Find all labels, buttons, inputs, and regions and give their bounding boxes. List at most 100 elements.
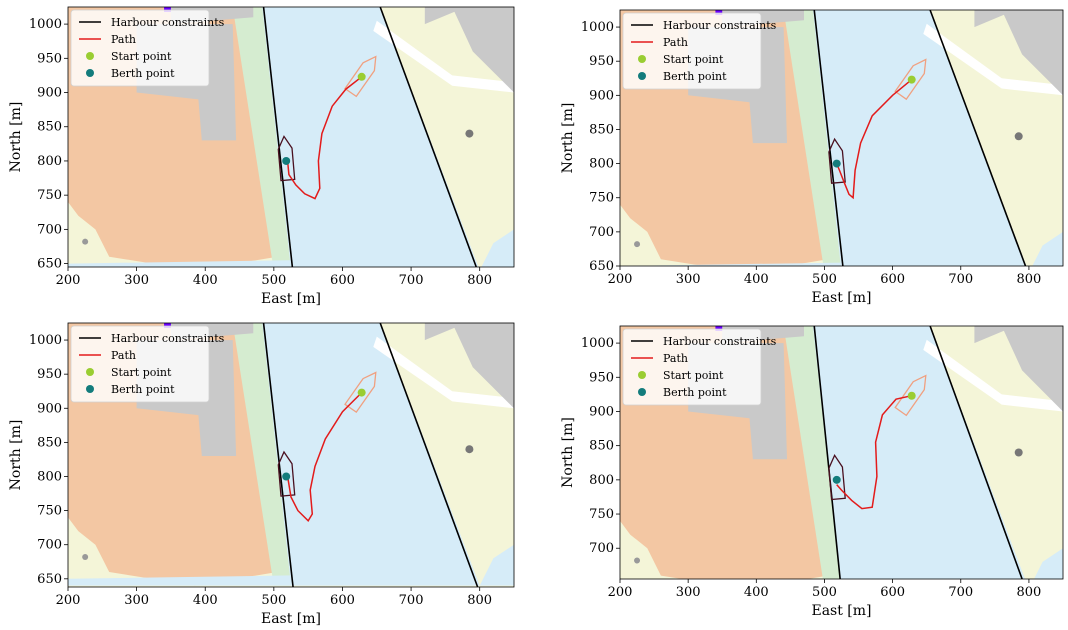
legend-swatch-start bbox=[86, 368, 94, 376]
legend-label-berth: Berth point bbox=[663, 386, 727, 399]
harbour-constraint-line-1 bbox=[262, 323, 294, 587]
chart-panel-1: 200 300 400 500 600 700 800 650 700 750 800 850 900 9… bbox=[8, 6, 515, 307]
legend-label-start: Start point bbox=[663, 369, 724, 382]
y-tick-label: 900 bbox=[37, 401, 62, 416]
legend-label-harbour: Harbour constraints bbox=[111, 16, 225, 29]
vessel-start-outline bbox=[894, 58, 927, 101]
berth-point-marker bbox=[282, 472, 291, 481]
y-tick-label: 750 bbox=[37, 504, 62, 519]
road-east bbox=[923, 339, 1063, 412]
legend-box bbox=[70, 9, 210, 87]
x-tick-label: 700 bbox=[399, 593, 424, 608]
x-tick-label: 700 bbox=[948, 272, 973, 287]
y-axis-label: North [m] bbox=[560, 417, 576, 488]
legend-swatch-berth bbox=[638, 388, 646, 396]
legend-swatch-start bbox=[638, 371, 646, 379]
harbour-constraint-line-1 bbox=[813, 10, 844, 266]
x-tick-label: 800 bbox=[1017, 272, 1042, 287]
mooring-dot bbox=[634, 241, 641, 248]
path-line bbox=[286, 76, 363, 200]
y-tick-label: 750 bbox=[589, 507, 614, 522]
marker-top bbox=[164, 323, 171, 328]
legend-swatch-start bbox=[86, 52, 94, 60]
x-tick-label: 600 bbox=[880, 585, 905, 600]
x-tick-label: 400 bbox=[744, 585, 769, 600]
y-tick-label: 800 bbox=[37, 469, 62, 484]
y-tick-label: 850 bbox=[589, 439, 614, 454]
legend-label-harbour: Harbour constraints bbox=[663, 335, 777, 348]
y-tick-label: 900 bbox=[589, 88, 614, 103]
legend-label-path: Path bbox=[111, 349, 136, 362]
building-east-small bbox=[424, 7, 466, 25]
berth-point-marker bbox=[832, 159, 841, 168]
road-east bbox=[923, 23, 1063, 96]
map-background bbox=[68, 7, 514, 267]
road-east bbox=[373, 20, 514, 93]
road-east bbox=[373, 336, 514, 409]
x-tick-label: 200 bbox=[608, 585, 633, 600]
legend-label-path: Path bbox=[663, 352, 688, 365]
boat-east bbox=[465, 445, 474, 454]
y-tick-label: 700 bbox=[37, 222, 62, 237]
legend-box bbox=[622, 12, 762, 90]
green-strip bbox=[783, 326, 842, 579]
building-east bbox=[452, 323, 514, 409]
x-tick-label: 600 bbox=[880, 272, 905, 287]
y-tick-label: 1000 bbox=[581, 20, 614, 35]
legend-label-berth: Berth point bbox=[111, 67, 175, 80]
legend-swatch-start bbox=[638, 55, 646, 63]
vessel-start-outline bbox=[894, 374, 927, 417]
water-south bbox=[620, 579, 842, 589]
y-tick-label: 900 bbox=[37, 86, 62, 101]
x-tick-label: 400 bbox=[744, 272, 769, 287]
y-tick-label: 850 bbox=[589, 122, 614, 137]
path-line bbox=[836, 394, 912, 510]
building-east bbox=[452, 7, 514, 93]
vessel-start-outline bbox=[344, 55, 377, 98]
y-tick-label: 700 bbox=[589, 225, 614, 240]
mooring-dot bbox=[634, 557, 641, 564]
harbour-constraint-line-2 bbox=[929, 10, 1027, 266]
axes-frame bbox=[67, 6, 515, 268]
y-axis-label: North [m] bbox=[8, 420, 24, 491]
water-east bbox=[481, 229, 514, 267]
y-tick-label: 950 bbox=[37, 51, 62, 66]
y-tick-label: 700 bbox=[589, 541, 614, 556]
vessel-berth-outline bbox=[828, 453, 846, 501]
y-tick-label: 800 bbox=[37, 154, 62, 169]
x-tick-label: 300 bbox=[676, 272, 701, 287]
y-tick-label: 1000 bbox=[29, 17, 62, 32]
water-east bbox=[479, 544, 514, 586]
berth-point-marker bbox=[832, 475, 841, 484]
x-tick-label: 800 bbox=[467, 593, 492, 608]
chart-panel-4: 200 300 400 500 600 700 800 700 750 800 850 900 950 1… bbox=[560, 325, 1064, 619]
water-south bbox=[620, 262, 842, 266]
x-tick-label: 200 bbox=[56, 273, 81, 288]
x-tick-label: 500 bbox=[261, 273, 286, 288]
y-axis-label: North [m] bbox=[560, 103, 576, 174]
y-tick-label: 750 bbox=[37, 188, 62, 203]
legend-label-harbour: Harbour constraints bbox=[111, 332, 225, 345]
y-tick-label: 800 bbox=[589, 157, 614, 172]
x-tick-label: 700 bbox=[399, 273, 424, 288]
green-strip bbox=[783, 10, 843, 266]
y-tick-label: 650 bbox=[589, 259, 614, 274]
legend-label-berth: Berth point bbox=[111, 383, 175, 396]
boat-east bbox=[465, 129, 474, 138]
x-axis-label: East [m] bbox=[261, 291, 321, 307]
axes-frame bbox=[619, 9, 1064, 267]
x-tick-label: 400 bbox=[193, 273, 218, 288]
y-tick-label: 850 bbox=[37, 120, 62, 135]
y-tick-label: 950 bbox=[37, 367, 62, 382]
boat-east bbox=[1014, 132, 1023, 141]
x-tick-label: 600 bbox=[330, 273, 355, 288]
legend-label-path: Path bbox=[111, 33, 136, 46]
water-south bbox=[68, 260, 291, 267]
x-tick-label: 400 bbox=[193, 593, 218, 608]
y-tick-label: 650 bbox=[37, 257, 62, 272]
y-tick-label: 650 bbox=[37, 572, 62, 587]
y-tick-label: 950 bbox=[589, 54, 614, 69]
legend-label-start: Start point bbox=[111, 366, 172, 379]
axes-frame bbox=[619, 325, 1064, 580]
harbour-constraint-line-1 bbox=[813, 326, 841, 579]
